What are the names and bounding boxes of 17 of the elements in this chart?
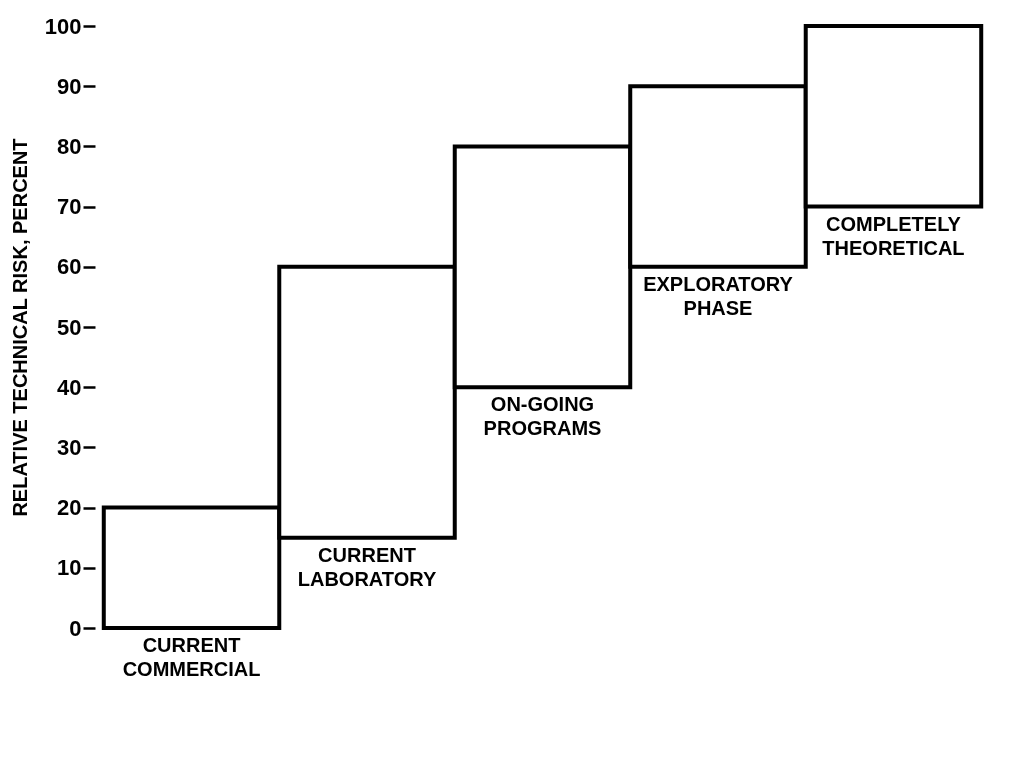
x-tick-label: EXPLORATORY PHASE bbox=[643, 272, 794, 319]
x-tick-label: ON-GOING PROGRAMS bbox=[483, 393, 602, 440]
y-tick-label: 70 bbox=[57, 194, 82, 220]
y-tick-label: 50 bbox=[57, 314, 82, 340]
y-tick-label: 0 bbox=[69, 615, 82, 641]
x-tick-label: CURRENT COMMERCIAL bbox=[122, 634, 261, 680]
y-tick-label: 10 bbox=[57, 555, 82, 581]
y-tick-label: 20 bbox=[57, 495, 82, 521]
y-tick-label: 40 bbox=[57, 374, 82, 400]
y-axis-title: RELATIVE TECHNICAL RISK, PERCENT bbox=[8, 138, 31, 517]
x-tick-label: COMPLETELY THEORETICAL bbox=[822, 212, 965, 259]
y-tick-label: 60 bbox=[57, 254, 82, 280]
x-tick-label: CURRENT LABORATORY bbox=[297, 543, 437, 590]
y-tick-label: 30 bbox=[57, 434, 82, 460]
y-tick-label: 100 bbox=[44, 13, 82, 39]
y-tick-label: 80 bbox=[57, 133, 82, 159]
y-tick-label: 90 bbox=[57, 73, 82, 99]
